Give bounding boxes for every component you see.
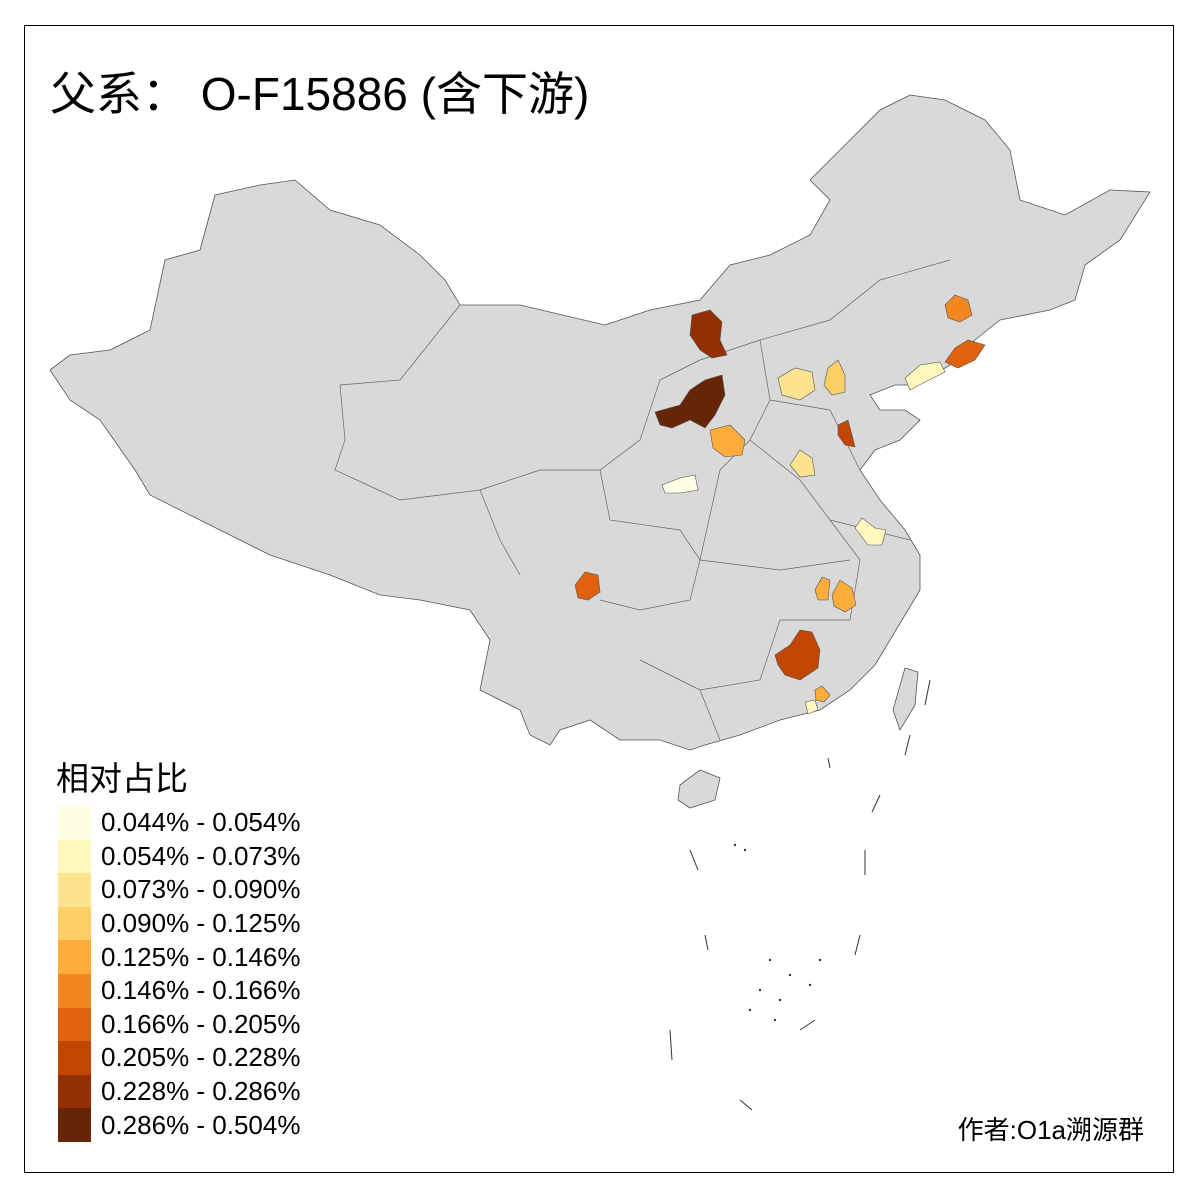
taiwan-island xyxy=(892,667,919,731)
map-frame xyxy=(24,25,1174,1173)
legend-label: 0.166% - 0.205% xyxy=(101,1008,301,1039)
legend-label: 0.054% - 0.073% xyxy=(101,840,301,871)
highlighted-region xyxy=(661,474,699,494)
legend-swatch xyxy=(58,839,91,874)
author-credit: 作者:O1a溯源群 xyxy=(957,1115,1144,1145)
legend-label: 0.146% - 0.166% xyxy=(101,975,301,1006)
legend-item: 0.125% - 0.146% xyxy=(58,940,300,974)
legend-label: 0.073% - 0.090% xyxy=(101,874,301,905)
legend-swatch xyxy=(58,806,91,840)
highlighted-regions xyxy=(574,294,986,715)
legend-title: 相对占比 xyxy=(56,760,188,797)
hainan-island xyxy=(677,769,721,809)
legend-item: 0.166% - 0.205% xyxy=(58,1007,301,1042)
legend-swatch xyxy=(58,1041,91,1075)
legend-item: 0.205% - 0.228% xyxy=(58,1041,300,1075)
legend-swatch xyxy=(58,1074,91,1109)
legend-item: 0.073% - 0.090% xyxy=(58,873,300,907)
legend-item: 0.286% - 0.504% xyxy=(58,1108,300,1142)
map-title: 父系： O-F15886 (含下游) xyxy=(50,68,590,120)
legend-item: 0.090% - 0.125% xyxy=(58,906,301,941)
legend-swatch xyxy=(58,973,91,1008)
south-sea-islands xyxy=(669,679,931,1111)
legend-item: 0.044% - 0.054% xyxy=(58,806,300,840)
legend-item: 0.054% - 0.073% xyxy=(58,839,301,874)
highlighted-region xyxy=(837,419,856,448)
legend: 0.044% - 0.054% 0.054% - 0.073% 0.073% -… xyxy=(58,806,300,1142)
legend-label: 0.044% - 0.054% xyxy=(101,807,301,838)
highlighted-region xyxy=(944,339,986,369)
highlighted-region xyxy=(904,361,946,391)
island-dots xyxy=(733,843,822,1022)
highlighted-region xyxy=(854,517,887,546)
legend-item: 0.146% - 0.166% xyxy=(58,973,301,1008)
highlighted-region xyxy=(654,374,726,429)
legend-label: 0.286% - 0.504% xyxy=(101,1109,301,1140)
legend-swatch xyxy=(58,940,91,974)
china-outline xyxy=(49,94,1151,751)
legend-swatch xyxy=(58,1007,91,1042)
highlighted-region xyxy=(823,359,846,396)
highlighted-region xyxy=(944,294,973,323)
legend-label: 0.228% - 0.286% xyxy=(101,1076,301,1107)
legend-swatch xyxy=(58,906,91,941)
highlighted-region xyxy=(789,449,816,478)
legend-label: 0.125% - 0.146% xyxy=(101,941,301,972)
highlighted-region xyxy=(804,699,819,715)
legend-swatch xyxy=(58,1108,91,1142)
highlighted-region xyxy=(709,424,746,458)
highlighted-region xyxy=(689,309,728,359)
province-borders xyxy=(334,259,951,741)
legend-item: 0.228% - 0.286% xyxy=(58,1074,301,1109)
highlighted-region xyxy=(814,685,831,703)
highlighted-region xyxy=(814,576,831,601)
highlighted-region xyxy=(574,571,601,601)
legend-swatch xyxy=(58,873,91,907)
highlighted-region xyxy=(831,579,857,613)
legend-label: 0.090% - 0.125% xyxy=(101,908,301,939)
legend-label: 0.205% - 0.228% xyxy=(101,1042,301,1073)
highlighted-region xyxy=(774,629,821,681)
highlighted-region xyxy=(777,367,816,401)
